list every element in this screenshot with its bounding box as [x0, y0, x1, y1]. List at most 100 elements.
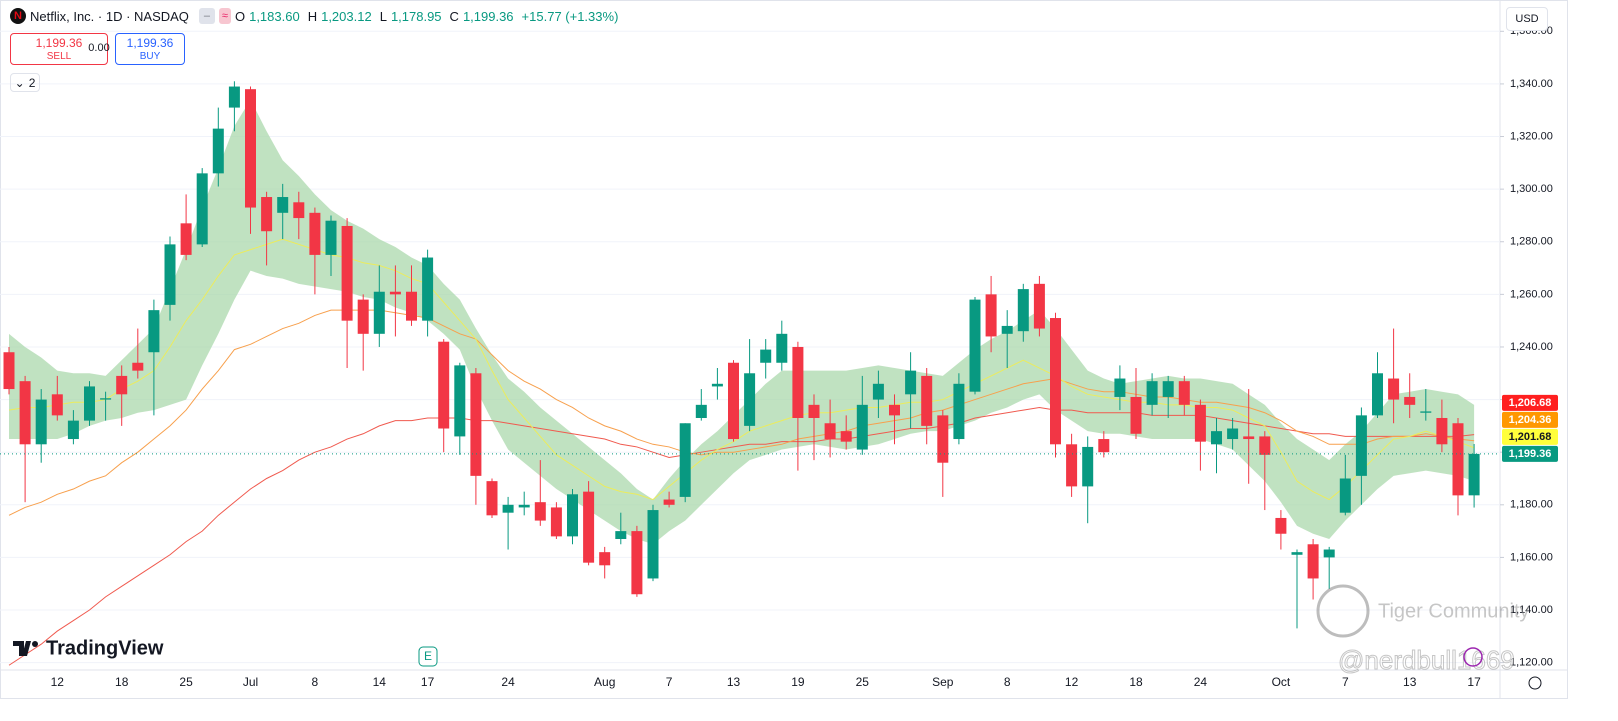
- tradingview-logo: TradingView: [13, 637, 164, 659]
- x-tick-label: 25: [856, 675, 870, 689]
- x-tick-label: 18: [1129, 675, 1143, 689]
- earnings-badge[interactable]: E: [418, 646, 438, 667]
- candle-body: [100, 398, 112, 400]
- candle-body: [3, 352, 15, 390]
- candle-body: [1146, 381, 1158, 405]
- candle-body: [470, 373, 482, 476]
- candle-body: [824, 423, 836, 440]
- alert-icon[interactable]: [1463, 647, 1483, 667]
- y-tick-label: 1,320.00: [1510, 130, 1553, 142]
- x-tick-label: 12: [51, 675, 65, 689]
- price-tag: [1502, 411, 1558, 428]
- candle-body: [1050, 318, 1061, 445]
- candle-body: [872, 383, 884, 400]
- band: [9, 99, 1475, 545]
- candle-body: [1001, 325, 1013, 334]
- x-tick-label: 17: [421, 675, 435, 689]
- y-tick-label: 1,260.00: [1510, 288, 1553, 300]
- candle-body: [1194, 404, 1206, 442]
- currency-button[interactable]: USD: [1506, 7, 1548, 31]
- logo-mark: [32, 641, 38, 647]
- sell-price[interactable]: 1,199.36: [35, 36, 83, 50]
- candle-body: [1404, 396, 1416, 405]
- x-tick-label: Oct: [1272, 675, 1291, 689]
- candle-body: [567, 494, 578, 537]
- candle-body: [261, 197, 273, 232]
- x-tick-label: Jul: [243, 675, 258, 689]
- candle-body: [148, 310, 160, 353]
- candle-body: [212, 128, 224, 174]
- candle-body: [180, 223, 192, 255]
- price-tag-label: 1,206.68: [1509, 397, 1552, 409]
- price-change: +15.77 (+1.33%): [521, 8, 619, 24]
- candle-body: [856, 404, 868, 450]
- candle-body: [599, 552, 611, 566]
- candle-body: [711, 383, 723, 387]
- candle-body: [1178, 381, 1190, 405]
- candle-body: [293, 202, 305, 219]
- candle-body: [486, 481, 498, 516]
- settings-icon[interactable]: [1528, 676, 1542, 690]
- sell-label[interactable]: SELL: [46, 51, 72, 62]
- indicator-toggle[interactable]: ⌄ 2: [10, 73, 40, 92]
- ohlc-value: 1,199.36: [462, 8, 514, 24]
- candle-body: [921, 375, 933, 426]
- sell-button[interactable]: 1,199.36 SELL: [10, 33, 108, 65]
- candle-body: [1114, 378, 1126, 397]
- moving-average: [8, 406, 1475, 666]
- candle-body: [228, 86, 240, 108]
- watermark-logo: [1316, 584, 1370, 638]
- buy-label[interactable]: BUY: [139, 51, 161, 62]
- y-tick-label: 1,140.00: [1510, 604, 1553, 616]
- y-tick-label: 1,120.00: [1510, 657, 1553, 669]
- x-tick-label: 8: [1004, 675, 1011, 689]
- candle-body: [776, 333, 788, 363]
- candle-body: [985, 294, 997, 337]
- candle-body: [406, 291, 417, 321]
- candle-body: [1355, 415, 1367, 476]
- candle-body: [196, 173, 208, 245]
- ohlc-key: L: [379, 8, 387, 24]
- candle-body: [583, 491, 595, 563]
- symbol-logo: N: [10, 8, 26, 24]
- x-tick-label: 7: [1342, 675, 1349, 689]
- candle-body: [1307, 544, 1319, 579]
- candle-body: [1323, 549, 1335, 558]
- buy-button[interactable]: 1,199.36 BUY: [115, 33, 185, 65]
- candle-body: [502, 504, 514, 513]
- candle-body: [534, 502, 546, 521]
- status-badge: ≈: [218, 8, 231, 24]
- x-tick-label: 14: [373, 675, 387, 689]
- candle-body: [679, 423, 691, 497]
- candle-body: [341, 225, 353, 321]
- candle-body: [1130, 396, 1142, 434]
- chevron[interactable]: ⌄: [14, 75, 25, 90]
- candle-body: [1227, 428, 1239, 440]
- moving-average: [8, 309, 1475, 516]
- x-tick-label: 13: [727, 675, 741, 689]
- symbol-title[interactable]: Netflix, Inc. · 1D · NASDAQ: [30, 8, 189, 24]
- candle-body: [550, 507, 562, 537]
- x-tick-label: Aug: [594, 675, 615, 689]
- candle-body: [1372, 373, 1383, 416]
- x-tick-label: 13: [1403, 675, 1417, 689]
- candle-body: [695, 404, 707, 418]
- candle-body: [422, 257, 434, 321]
- candle-body: [277, 197, 289, 213]
- x-tick-label: Sep: [932, 675, 954, 689]
- candle-body: [1259, 436, 1271, 455]
- candle-body: [116, 375, 128, 395]
- candle-body: [631, 531, 643, 595]
- earnings-box[interactable]: [418, 646, 438, 667]
- symbol-header: N Netflix, Inc. · 1D · NASDAQ – ≈ O 1,183…: [10, 8, 622, 24]
- candle-body: [969, 299, 981, 392]
- indicator-count[interactable]: 2: [28, 75, 36, 90]
- earnings-label[interactable]: E: [424, 649, 432, 663]
- candle-body: [1420, 411, 1432, 413]
- buy-price[interactable]: 1,199.36: [126, 36, 174, 50]
- candle-body: [1436, 417, 1448, 445]
- candle-body: [728, 362, 739, 440]
- logo-mark: [13, 641, 31, 656]
